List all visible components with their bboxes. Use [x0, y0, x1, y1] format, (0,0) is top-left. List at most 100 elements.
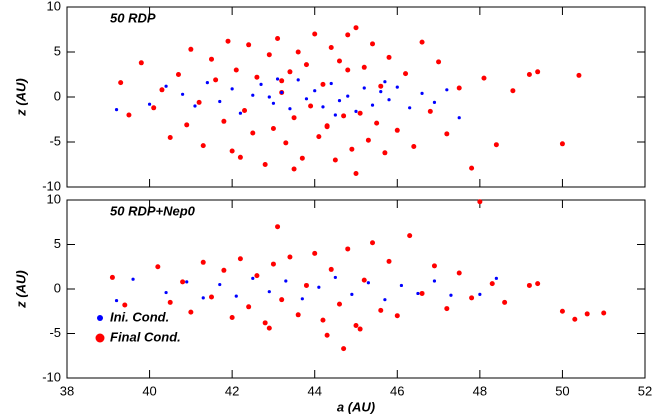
point [374, 120, 380, 126]
point [383, 80, 387, 84]
point [271, 101, 276, 105]
y-tick-label: 0 [54, 88, 61, 103]
point [456, 85, 462, 91]
point [159, 87, 165, 93]
point [254, 74, 260, 80]
point [304, 97, 309, 101]
point [114, 108, 119, 112]
point [324, 124, 330, 130]
point [387, 98, 391, 102]
point [288, 107, 292, 111]
point [353, 171, 359, 176]
point [432, 100, 437, 104]
point [246, 42, 252, 48]
panel-label: 50 RDP+Nep0 [110, 203, 196, 218]
point [411, 144, 417, 149]
point [535, 69, 541, 75]
point [481, 75, 487, 81]
point [205, 81, 209, 85]
point [494, 276, 498, 280]
point [535, 281, 541, 287]
point [291, 166, 297, 172]
point [287, 254, 293, 260]
y-tick-label: -10 [42, 369, 61, 384]
point [213, 77, 219, 83]
point [266, 325, 272, 331]
plot-frame [66, 199, 646, 379]
point [362, 86, 366, 90]
y-axis-label: z (AU) [13, 270, 28, 309]
point [349, 146, 355, 152]
point [114, 298, 119, 303]
point [300, 297, 304, 301]
point [275, 224, 281, 230]
point [457, 116, 461, 120]
point [493, 142, 499, 148]
point [341, 113, 347, 119]
point [378, 307, 384, 313]
point [477, 199, 483, 205]
point [218, 99, 222, 104]
point [584, 311, 590, 317]
point [419, 290, 425, 296]
y-tick-label: 10 [47, 0, 61, 13]
point [167, 299, 173, 305]
point [336, 58, 342, 64]
point [394, 313, 400, 319]
point [267, 290, 271, 294]
point [233, 67, 239, 73]
point [250, 130, 256, 136]
point [209, 294, 214, 300]
y-tick-label: 0 [54, 280, 61, 295]
point [180, 279, 186, 285]
point [407, 233, 413, 239]
point [201, 296, 205, 300]
x-tick-label: 40 [142, 383, 156, 398]
point [284, 279, 288, 283]
point [436, 59, 442, 65]
point [395, 85, 399, 89]
point [345, 32, 351, 38]
point [469, 295, 475, 301]
point [576, 72, 582, 78]
point [270, 126, 276, 131]
point [295, 312, 301, 318]
point [266, 52, 272, 58]
point [432, 279, 437, 283]
point [295, 49, 301, 55]
point [283, 140, 289, 146]
point [138, 60, 144, 66]
point [122, 302, 128, 308]
point [229, 148, 235, 154]
point [185, 280, 189, 284]
point [365, 137, 371, 143]
point [291, 115, 297, 121]
point [237, 256, 243, 262]
point [333, 275, 337, 280]
panel-label: 50 RDP [110, 10, 156, 25]
point [221, 118, 227, 124]
point [225, 38, 231, 44]
point [559, 141, 565, 147]
point [275, 77, 280, 81]
point [188, 309, 194, 315]
point [350, 292, 354, 296]
point [444, 306, 450, 312]
legend-label: Final Cond. [110, 329, 181, 344]
point [296, 78, 300, 82]
point [303, 62, 309, 68]
point [303, 282, 309, 288]
point [242, 108, 248, 113]
point [230, 87, 234, 91]
point [308, 103, 314, 109]
x-axis-label: a (AU) [337, 399, 375, 414]
x-tick-label: 48 [473, 383, 487, 398]
point [246, 304, 252, 310]
point [444, 131, 450, 137]
point [489, 281, 495, 287]
point [287, 69, 293, 75]
point [118, 80, 124, 86]
point [449, 293, 453, 297]
point [167, 135, 173, 140]
point [254, 273, 260, 279]
